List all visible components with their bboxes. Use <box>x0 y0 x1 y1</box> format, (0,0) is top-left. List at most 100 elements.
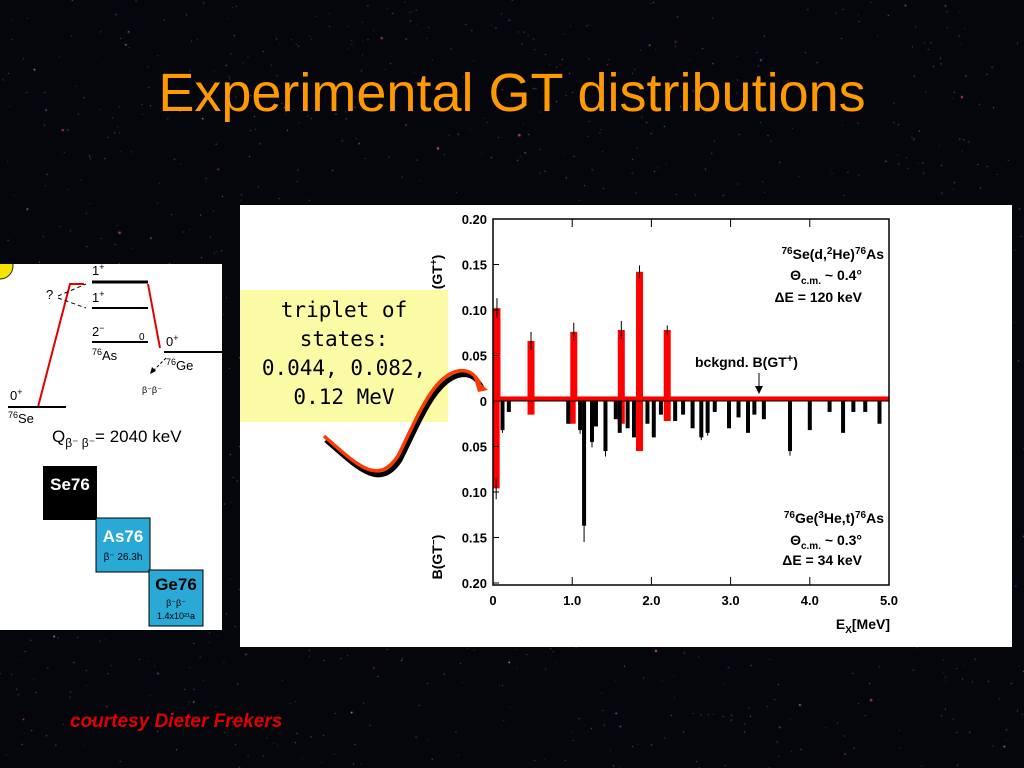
lower-bar-3 <box>578 401 583 431</box>
lower-bar-18 <box>699 401 704 438</box>
lower-resolution: ΔE = 34 keV <box>782 552 862 568</box>
lower-ytick-label-2: 0.15 <box>462 531 487 546</box>
lower-bar-2 <box>566 401 571 424</box>
upper-ytick-label-1: 0.15 <box>462 258 487 273</box>
lower-bar-8 <box>613 401 618 420</box>
xtick-label-1: 1.0 <box>563 593 581 608</box>
callout-line-4: 0.12 MeV <box>293 385 395 409</box>
lower-bar-9 <box>617 401 622 433</box>
lower-bar-32 <box>877 401 882 424</box>
lower-bar-30 <box>851 401 856 412</box>
level-1a-label: 1+ <box>92 264 105 278</box>
lower-bar-15 <box>673 401 678 422</box>
lower-bar-29 <box>841 401 846 433</box>
lower-bar-7 <box>603 401 608 452</box>
lower-bar-16 <box>681 401 686 415</box>
lower-bar-17 <box>690 401 695 429</box>
callout-line-2: states: <box>299 327 389 351</box>
se-level-label: 0+ <box>10 387 23 403</box>
plot-frame <box>492 218 890 586</box>
upper-bar-5 <box>663 330 671 401</box>
ge76-box <box>148 569 204 627</box>
lower-bar-19 <box>705 401 710 433</box>
lower-bar-0 <box>500 401 505 431</box>
background-arrowhead-icon <box>755 386 763 394</box>
lower-bar-4 <box>582 401 587 526</box>
se76-box <box>43 466 97 520</box>
lower-red-bar-1 <box>527 401 535 415</box>
question-dashes <box>57 283 87 309</box>
lower-bar-5 <box>590 401 594 442</box>
lower-red-bar-2 <box>568 401 576 424</box>
level-1b-label: 1+ <box>92 289 105 305</box>
yellow-marker-icon <box>0 264 14 280</box>
gt-chart-panel: 0.20 0.15 0.10 0.05 0 0.05 0.10 0.15 0.20 0 1.0 2.0… <box>240 205 1012 647</box>
ge76-label: Ge76 <box>155 575 197 594</box>
ge76-halflife: 1.4x10²¹a <box>157 611 195 621</box>
lower-bar-22 <box>736 401 741 418</box>
q-value-label: Qβ⁻ β⁻= 2040 keV <box>52 427 182 450</box>
upper-ytick-label-3: 0.05 <box>462 349 487 364</box>
lower-ytick-label-3: 0.20 <box>462 576 487 591</box>
xtick-label-4: 4.0 <box>801 593 819 608</box>
lower-bar-11 <box>631 401 636 438</box>
lower-bar-28 <box>827 401 832 412</box>
upper-bar-0 <box>493 308 501 401</box>
question-label: ? <box>46 287 53 302</box>
lower-reaction: 76Ge(3He,t)76As <box>784 510 884 526</box>
xtick-label-0: 0 <box>489 593 496 608</box>
lower-bar-10 <box>625 401 630 429</box>
as76-box <box>95 517 151 573</box>
upper-resolution: ΔE = 120 keV <box>774 289 862 305</box>
x-axis-label: EX[MeV] <box>836 616 890 636</box>
background-level-bar <box>493 396 889 401</box>
upper-ytick-label-2: 0.10 <box>462 303 487 318</box>
as76-sub: β⁻ 26.3h <box>104 552 143 563</box>
background-label: bckgnd. B(GT+) <box>695 353 798 370</box>
as-level-label: 2− <box>92 323 105 339</box>
lower-bar-1 <box>506 401 511 412</box>
xtick-label-2: 2.0 <box>642 593 660 608</box>
ge-level-label: 0+ <box>166 333 179 349</box>
red-transition-right <box>147 283 161 349</box>
lower-bar-27 <box>807 401 812 431</box>
bars-layer <box>492 265 889 543</box>
lower-bar-25 <box>761 401 766 420</box>
lower-theta: Θc.m. ~ 0.3° <box>790 532 862 552</box>
ge-nucleus-label: 76Ge <box>166 357 193 373</box>
se-nucleus-label: 76Se <box>8 410 34 426</box>
level-scheme-panel: 1+ 1+ ? 2− 0 76As 0+ 76Ge β⁻β⁻ 0+ 76Se Q… <box>0 264 222 630</box>
callout-line-1: triplet of <box>280 298 408 322</box>
ge76-sub: β⁻β⁻ <box>166 598 186 608</box>
upper-ytick-label-4: 0 <box>480 394 487 409</box>
upper-bar-2 <box>570 331 578 401</box>
level-scheme-diagram: 1+ 1+ ? 2− 0 76As 0+ 76Ge β⁻β⁻ 0+ 76Se Q… <box>0 264 222 627</box>
lower-bar-21 <box>727 401 732 429</box>
as76-label: As76 <box>103 527 144 546</box>
lower-bar-12 <box>645 401 650 424</box>
lower-bar-24 <box>752 401 757 415</box>
lower-bar-26 <box>788 401 792 452</box>
se76-label: Se76 <box>50 475 90 494</box>
lower-red-bar-0 <box>492 401 500 489</box>
credit-text: courtesy Dieter Frekers <box>70 711 283 732</box>
bb-label: β⁻β⁻ <box>142 385 162 395</box>
lower-red-bar-5 <box>663 401 671 422</box>
lower-ytick-label-0: 0.05 <box>462 440 487 455</box>
upper-bar-3 <box>617 330 625 401</box>
upper-bar-4 <box>636 271 644 401</box>
slide-title: Experimental GT distributions <box>158 63 866 123</box>
lower-bar-13 <box>651 401 656 438</box>
lower-red-bar-4 <box>636 401 644 452</box>
xtick-label-5: 5.0 <box>880 593 898 608</box>
lower-ytick-label-1: 0.10 <box>462 485 487 500</box>
lower-bar-20 <box>712 401 717 412</box>
as-nucleus-label: 76As <box>92 347 118 363</box>
upper-bar-1 <box>527 340 535 401</box>
as-level-0-label: 0 <box>139 332 145 343</box>
upper-reaction: 76Se(d,2He)76As <box>781 246 884 262</box>
triplet-callout: triplet of states: 0.044, 0.082, 0.12 Me… <box>240 290 448 422</box>
bb-arrowhead-icon <box>150 367 156 374</box>
lower-bar-31 <box>863 401 868 412</box>
